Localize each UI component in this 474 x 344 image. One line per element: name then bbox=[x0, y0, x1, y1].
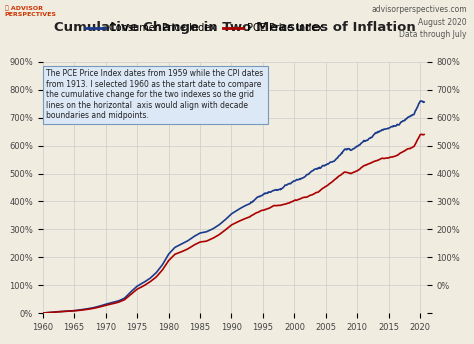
Text: Ⓐ ADVISOR
PERSPECTIVES: Ⓐ ADVISOR PERSPECTIVES bbox=[5, 5, 57, 17]
Title: Cumulative Change in Two Measures of Inflation: Cumulative Change in Two Measures of Inf… bbox=[54, 21, 416, 34]
Legend: Consumer Price Index, PCE Price Index: Consumer Price Index, PCE Price Index bbox=[82, 19, 327, 37]
Text: advisorperspectives.com
August 2020
Data through July: advisorperspectives.com August 2020 Data… bbox=[371, 5, 467, 39]
Text: The PCE Price Index dates from 1959 while the CPI dates
from 1913. I selected 19: The PCE Price Index dates from 1959 whil… bbox=[46, 69, 264, 120]
